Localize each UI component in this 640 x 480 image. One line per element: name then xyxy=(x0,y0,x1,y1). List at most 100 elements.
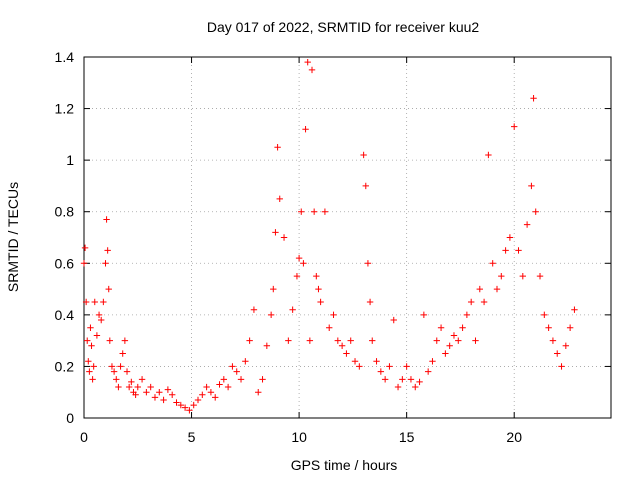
data-point xyxy=(203,383,210,391)
data-point xyxy=(270,285,277,293)
data-point xyxy=(81,244,89,252)
data-point xyxy=(530,95,537,102)
data-point xyxy=(87,324,94,331)
data-point xyxy=(511,123,518,130)
y-tick-label: 0.4 xyxy=(55,307,75,323)
data-point xyxy=(362,182,369,190)
data-point xyxy=(276,195,283,203)
data-point xyxy=(442,350,449,357)
y-tick-label: 0.8 xyxy=(55,204,75,220)
data-point xyxy=(326,324,333,331)
data-point xyxy=(317,298,324,306)
data-point xyxy=(506,234,514,241)
data-point xyxy=(181,404,189,411)
data-point xyxy=(121,337,129,344)
data-point xyxy=(263,342,271,349)
data-point xyxy=(224,383,232,391)
data-point xyxy=(334,337,342,344)
data-point xyxy=(285,337,292,344)
data-point xyxy=(498,272,505,280)
data-point xyxy=(302,126,309,133)
data-point xyxy=(381,376,389,383)
data-point xyxy=(541,311,548,319)
data-point xyxy=(313,272,320,280)
data-point xyxy=(160,396,167,404)
data-point xyxy=(356,363,363,370)
data-point xyxy=(369,337,376,344)
data-point xyxy=(233,368,240,375)
y-tick-label: 0 xyxy=(66,410,74,426)
data-point xyxy=(394,383,402,391)
data-point xyxy=(272,229,279,236)
data-point xyxy=(437,324,445,331)
y-tick-label: 1.2 xyxy=(55,101,75,117)
data-point xyxy=(455,337,462,344)
data-point xyxy=(156,389,163,396)
data-point xyxy=(220,376,228,383)
data-point xyxy=(493,285,501,293)
data-point xyxy=(88,342,95,349)
data-point xyxy=(532,208,539,215)
data-points xyxy=(80,58,578,414)
data-point xyxy=(295,254,303,262)
data-point xyxy=(407,376,415,383)
y-tick-label: 1.4 xyxy=(55,49,75,65)
data-point xyxy=(110,368,118,375)
data-point xyxy=(132,391,139,398)
data-point xyxy=(103,216,110,223)
grid xyxy=(84,57,611,418)
data-point xyxy=(138,376,146,383)
data-point xyxy=(85,358,92,365)
data-point xyxy=(571,306,578,313)
data-point xyxy=(360,151,367,159)
data-point xyxy=(347,337,354,344)
data-point xyxy=(304,58,311,66)
data-point xyxy=(105,285,112,293)
data-point xyxy=(366,298,374,306)
data-point xyxy=(128,378,135,386)
data-point xyxy=(125,383,133,391)
data-point xyxy=(194,396,202,404)
data-point xyxy=(113,376,120,383)
data-point xyxy=(536,272,544,280)
data-point xyxy=(117,363,124,370)
data-point xyxy=(246,337,253,344)
data-point xyxy=(489,260,496,267)
data-point xyxy=(199,391,206,398)
data-point xyxy=(403,363,410,370)
data-point xyxy=(424,368,432,375)
data-point xyxy=(106,337,114,344)
data-point xyxy=(321,208,329,215)
data-point xyxy=(100,298,107,306)
data-point xyxy=(108,363,116,370)
data-point xyxy=(386,363,393,370)
data-point xyxy=(229,363,236,370)
data-point xyxy=(134,383,141,391)
data-point xyxy=(308,66,316,74)
data-point xyxy=(212,394,219,401)
data-point xyxy=(472,337,479,344)
x-tick-label: 10 xyxy=(291,429,307,445)
data-point xyxy=(549,337,557,344)
data-point xyxy=(168,391,176,398)
data-point xyxy=(476,285,483,293)
y-axis-label: SRMTID / TECUs xyxy=(5,182,21,292)
data-point xyxy=(289,306,296,313)
data-point xyxy=(164,386,172,393)
data-point xyxy=(315,285,322,293)
x-axis-label: GPS time / hours xyxy=(291,457,398,473)
x-tick-label: 20 xyxy=(506,429,522,445)
data-point xyxy=(242,358,249,365)
data-point xyxy=(420,311,428,319)
data-point xyxy=(216,381,223,388)
data-point xyxy=(102,260,109,267)
data-point xyxy=(104,247,111,254)
data-point xyxy=(523,221,531,228)
data-point xyxy=(338,342,346,349)
data-point xyxy=(298,208,305,215)
data-point xyxy=(143,389,150,396)
x-tick-label: 5 xyxy=(188,429,196,445)
data-point xyxy=(502,247,509,254)
x-tick-label: 0 xyxy=(80,429,88,445)
